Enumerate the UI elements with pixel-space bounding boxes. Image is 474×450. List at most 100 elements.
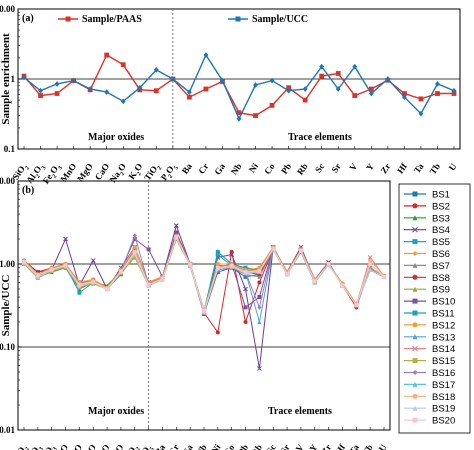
legend-label: BS17 — [432, 380, 455, 391]
panel-b-legend: BS1BS2BS3BS4BS5BS6BS7BS8BS9BS10BS11BS12B… — [398, 183, 471, 434]
data-point-sample-ucc — [236, 115, 242, 122]
legend-marker — [412, 262, 418, 268]
legend-label: BS20 — [432, 416, 455, 427]
data-point-sample-paas — [253, 113, 258, 119]
x-tick-label: Hf — [395, 161, 410, 176]
legend-marker — [412, 358, 418, 364]
data-point-bs16 — [132, 233, 137, 239]
x-tick-label: Hf — [333, 442, 348, 450]
data-point-bs20 — [257, 268, 262, 273]
data-point-sample-ucc — [186, 89, 192, 95]
data-point-sample-ucc — [418, 110, 424, 117]
legend-marker — [412, 322, 418, 328]
series-line-bs14 — [23, 235, 385, 313]
x-tick-label: Zr — [379, 161, 393, 175]
data-point-sample-ucc — [203, 52, 209, 58]
x-tick-label: Pb — [279, 161, 293, 175]
series-line-bs6 — [23, 234, 385, 312]
x-tick-label: Cr — [196, 161, 210, 175]
legend-label: BS15 — [432, 356, 455, 367]
legend-label: BS3 — [432, 213, 450, 224]
data-point-bs4 — [229, 252, 235, 257]
x-tick-label: P2O5 — [134, 442, 155, 450]
x-tick-label: MnO — [50, 442, 70, 450]
data-point-bs20 — [63, 263, 68, 268]
data-point-sample-paas — [236, 110, 242, 116]
legend-label: BS9 — [432, 285, 450, 296]
data-point-sample-ucc — [153, 66, 159, 73]
legend-label: BS5 — [432, 237, 450, 248]
x-tick-label: Pb — [236, 442, 250, 450]
data-point-bs4 — [90, 258, 96, 263]
data-point-bs20 — [22, 259, 26, 264]
data-point-sample-ucc — [352, 63, 358, 70]
panel-a-region-trace: Trace elements — [288, 132, 352, 143]
data-point-bs20 — [368, 262, 373, 266]
series-line-sample-ucc — [23, 53, 455, 121]
series-line-bs11 — [23, 236, 385, 314]
data-point-bs20 — [188, 262, 193, 267]
data-point-bs10 — [243, 305, 248, 310]
data-point-bs20 — [146, 282, 151, 287]
data-point-bs12 — [132, 245, 137, 250]
legend-label: BS6 — [432, 249, 450, 260]
data-point-sample-ucc — [368, 90, 374, 97]
legend-label: BS18 — [432, 392, 455, 403]
data-point-sample-paas — [54, 91, 60, 96]
data-point-bs20 — [174, 235, 179, 240]
data-point-bs20 — [243, 270, 248, 275]
data-point-sample-ucc — [319, 63, 325, 70]
legend-label: Sample/UCC — [252, 14, 308, 25]
legend-marker — [412, 393, 418, 399]
data-point-sample-paas — [153, 88, 159, 94]
legend-marker — [412, 417, 418, 423]
legend-marker — [412, 334, 418, 340]
data-point-bs20 — [312, 279, 317, 284]
x-tick-label: MgO — [75, 161, 95, 183]
data-point-bs20 — [340, 283, 345, 288]
data-point-sample-ucc — [54, 81, 60, 87]
x-tick-label: MgO — [64, 442, 84, 450]
legend-label: BS2 — [432, 201, 450, 212]
y-tick-label: 10.00 — [0, 176, 16, 186]
data-point-sample-ucc — [253, 82, 258, 88]
y-tick-label: 10.00 — [0, 4, 16, 14]
data-point-bs12 — [215, 262, 220, 266]
legend-marker — [412, 381, 418, 387]
data-point-bs4 — [63, 236, 68, 242]
x-tick-label: Ba — [180, 161, 195, 176]
series-line-bs20 — [23, 236, 385, 313]
data-point-bs20 — [77, 282, 82, 287]
series-line-bs19 — [23, 236, 385, 315]
legend-box — [398, 183, 471, 434]
x-tick-label: Nb — [229, 161, 244, 176]
series-line-bs9 — [23, 237, 385, 315]
data-point-sample-ucc — [335, 86, 341, 92]
data-point-sample-paas — [203, 86, 209, 92]
legend-marker — [412, 286, 418, 292]
data-point-bs2 — [257, 280, 262, 285]
panel-b-region-trace: Trace elements — [268, 406, 332, 417]
legend-label: BS7 — [432, 261, 450, 272]
data-point-sample-ucc — [401, 94, 407, 101]
legend-label: BS11 — [432, 309, 455, 320]
y-tick-label: 1.00 — [0, 259, 16, 269]
data-point-sample-paas — [368, 86, 374, 92]
data-point-sample-paas — [302, 97, 308, 103]
series-line-bs12 — [23, 234, 385, 312]
panel-b: (b) Sample/UCC Major oxides Trace elemen… — [0, 176, 471, 450]
x-tick-label: TiO2 — [121, 442, 142, 450]
data-point-bs2 — [215, 330, 220, 335]
data-point-sample-paas — [120, 62, 126, 68]
data-point-bs20 — [298, 248, 303, 253]
data-point-sample-ucc — [302, 86, 308, 92]
panel-b-frame — [17, 180, 391, 431]
data-point-sample-paas — [352, 93, 358, 98]
data-point-bs11 — [132, 247, 137, 252]
x-tick-label: Al2O3 — [22, 442, 45, 450]
data-point-bs5 — [77, 290, 82, 295]
data-point-sample-ucc — [38, 87, 43, 94]
legend-marker — [412, 345, 418, 352]
legend-label: BS12 — [432, 320, 455, 331]
